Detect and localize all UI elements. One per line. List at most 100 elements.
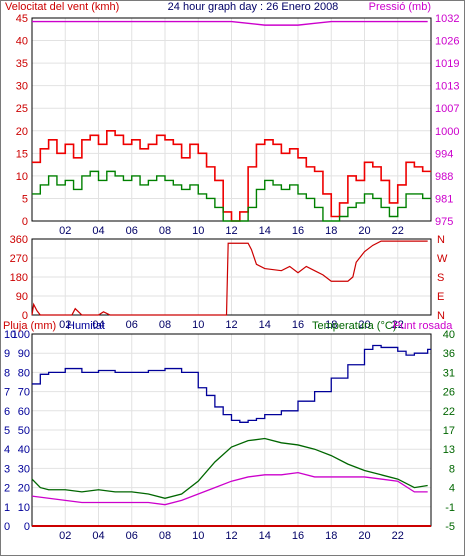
humidity-axis-label: Humitat [67,320,105,332]
right-tick-label: 1019 [435,58,459,70]
rain-tick-label: 2 [4,483,10,495]
wind-pressure-panel: 02 04 06 08 10 12 14 16 18 20 22 0 5 10 15 20 25 30 35 40 45… [16,13,460,237]
humidity-tick-label: 30 [18,463,30,475]
x-tick-label: 12 [225,319,237,331]
rain-tick-label: 1 [4,502,10,514]
direction-tick-label: 90 [16,291,28,303]
left-tick-label: 15 [16,148,28,160]
x-tick-label: 08 [159,225,171,237]
x-tick-label: 02 [59,530,71,542]
rain-tick-label: 5 [4,425,10,437]
humidity-tick-label: 100 [12,329,30,341]
temperature-tick-label: -5 [445,521,455,533]
rain-tick-label: 8 [4,367,10,379]
temperature-tick-label: -1 [445,502,455,514]
compass-letter-label: N [437,234,445,246]
chart-title: 24 hour graph day : 26 Enero 2008 [168,1,339,13]
x-tick-label: 16 [292,225,304,237]
compass-letter-label: S [437,272,444,284]
humidity-tick-label: 20 [18,483,30,495]
x-tick-label: 04 [92,530,104,542]
rain-axis-label: Pluja (mm) [3,320,56,332]
temperature-tick-label: 4 [449,483,455,495]
x-tick-label: 20 [358,319,370,331]
x-tick-label: 10 [192,530,204,542]
x-tick-label: 18 [325,225,337,237]
compass-letter-label: W [437,253,448,265]
rain-tick-label: 3 [4,463,10,475]
temperature-series-line [31,437,428,499]
rain-tick-label: 4 [4,444,10,456]
dewpoint-series-line [31,472,428,506]
x-tick-label: 04 [92,319,104,331]
dewpoint-axis-label: Punt rosada [393,320,453,332]
x-tick-label: 12 [225,225,237,237]
temperature-tick-label: 22 [443,406,455,418]
wind-speed-axis-label: Velocitat del vent (kmh) [5,1,119,13]
compass-letter-label: N [437,310,445,322]
rain-tick-label: 10 [4,329,16,341]
left-tick-label: 20 [16,126,28,138]
left-tick-label: 45 [16,13,28,25]
right-tick-label: 1026 [435,36,459,48]
rain-tick-label: 7 [4,387,10,399]
x-tick-label: 22 [392,530,404,542]
x-tick-label: 04 [92,225,104,237]
right-tick-label: 1032 [435,13,459,25]
humidity-tick-label: 80 [18,367,30,379]
gust-series-line [32,129,431,222]
left-tick-label: 30 [16,81,28,93]
wind-direction-series-line [31,240,428,316]
pressure-series-line [32,20,428,26]
temperature-tick-label: 13 [443,444,455,456]
right-tick-label: 1000 [435,126,459,138]
humidity-tick-label: 50 [18,425,30,437]
x-tick-label: 14 [259,530,271,542]
x-tick-label: 18 [325,530,337,542]
x-tick-label: 16 [292,319,304,331]
temperature-tick-label: 8 [449,463,455,475]
x-tick-label: 06 [126,530,138,542]
plot-frame [31,238,432,316]
rain-tick-label: 6 [4,406,10,418]
x-tick-label: 06 [126,225,138,237]
x-tick-label: 06 [126,319,138,331]
x-tick-label: 08 [159,530,171,542]
left-tick-label: 10 [16,171,28,183]
x-tick-label: 20 [358,225,370,237]
right-tick-label: 988 [435,171,453,183]
temperature-tick-label: 26 [443,387,455,399]
humidity-tick-label: 60 [18,406,30,418]
right-tick-label: 975 [435,216,453,228]
pressure-axis-label: Pressió (mb) [369,1,431,13]
humidity-series-line [32,344,431,423]
x-tick-label: 22 [392,225,404,237]
left-tick-label: 25 [16,103,28,115]
x-tick-label: 10 [192,225,204,237]
right-tick-label: 1013 [435,81,459,93]
left-tick-label: 40 [16,36,28,48]
x-tick-label: 10 [192,319,204,331]
left-tick-label: 0 [22,216,28,228]
right-tick-label: 981 [435,193,453,205]
x-tick-label: 08 [159,319,171,331]
humidity-tick-label: 40 [18,444,30,456]
temperature-tick-label: 17 [443,425,455,437]
direction-tick-label: 180 [10,272,28,284]
right-tick-label: 994 [435,148,453,160]
direction-tick-label: 360 [10,234,28,246]
humidity-tick-label: 10 [18,502,30,514]
rain-tick-label: 9 [4,348,10,360]
x-tick-label: 20 [358,530,370,542]
x-tick-label: 02 [59,225,71,237]
x-tick-label: 22 [392,319,404,331]
x-tick-label: 18 [325,319,337,331]
temperature-tick-label: 31 [443,367,455,379]
humidity-tick-label: 70 [18,387,30,399]
compass-letter-label: E [437,291,444,303]
temperature-tick-label: 36 [443,348,455,360]
direction-tick-label: 270 [10,253,28,265]
humidity-tick-label: 90 [18,348,30,360]
humidity-temperature-panel: 02 04 06 08 10 12 14 16 18 20 22012345678910010203… [4,329,455,542]
